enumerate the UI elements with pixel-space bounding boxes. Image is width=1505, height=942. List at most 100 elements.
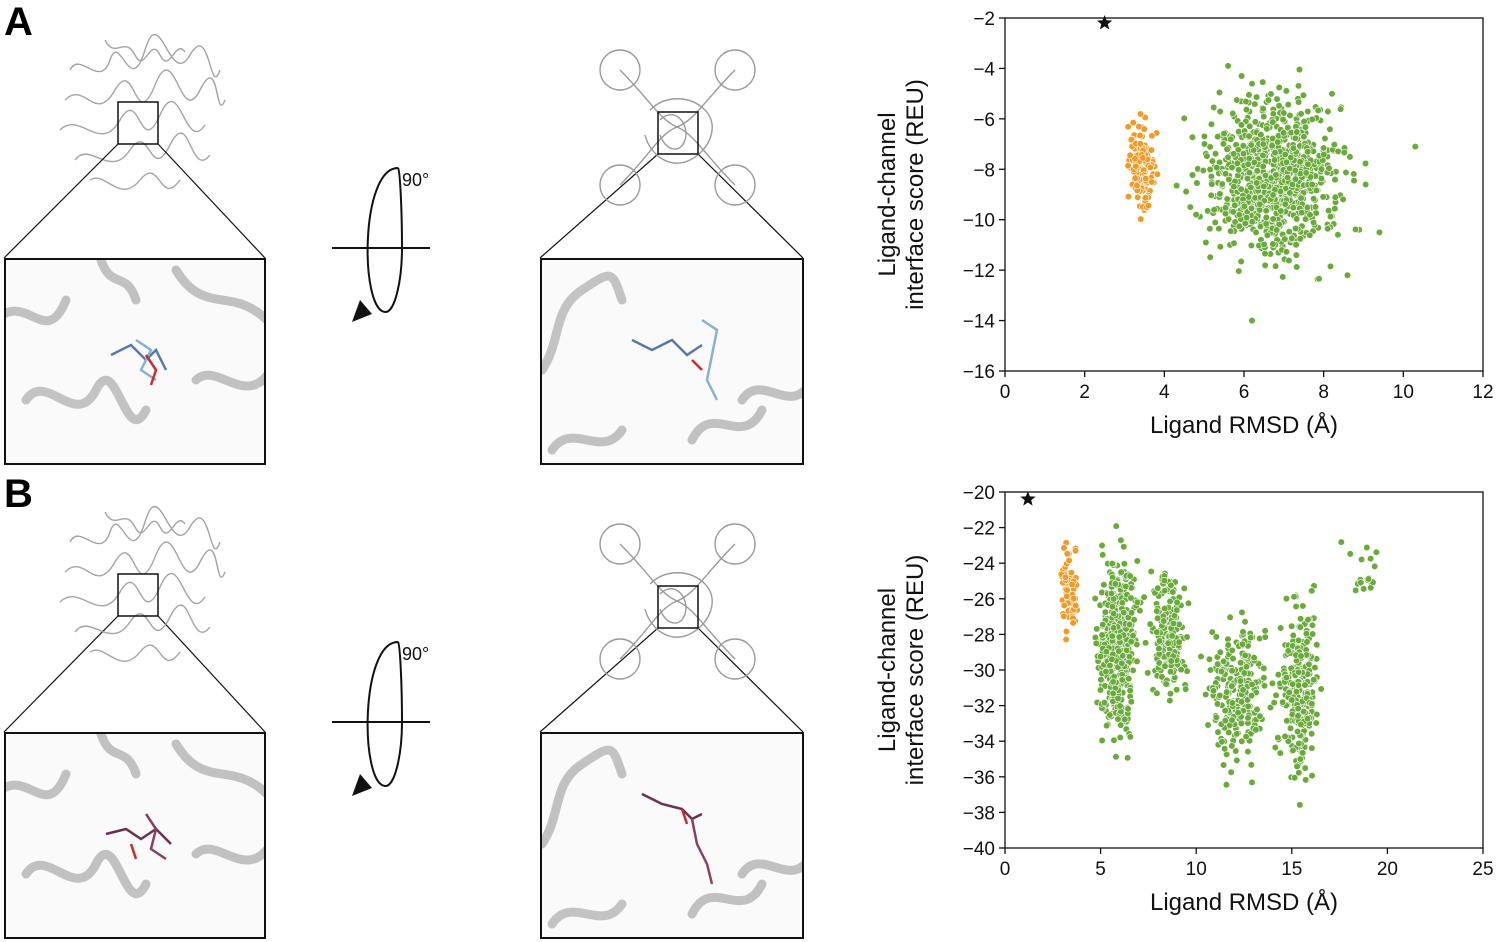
- y-tick-label: −34: [963, 732, 996, 753]
- scatter-point-green: [1308, 115, 1316, 124]
- scatter-point-green: [1096, 653, 1105, 661]
- scatter-point-green: [1308, 700, 1316, 708]
- scatter-point-green: [1351, 225, 1360, 234]
- scatter-point-green: [1237, 698, 1246, 706]
- scatter-point-green: [1291, 774, 1299, 782]
- scatter-point-green: [1091, 633, 1100, 642]
- y-tick-label: −6: [973, 110, 995, 131]
- scatter-point-green: [1280, 109, 1288, 117]
- scatter-point-green: [1124, 705, 1132, 713]
- scatter-point-green: [1282, 594, 1291, 603]
- scatter-point-green: [1314, 106, 1322, 114]
- scatter-point-green: [1250, 654, 1258, 662]
- scatter-point-orange: [1134, 193, 1142, 201]
- x-tick-label: 6: [1239, 382, 1250, 403]
- scatter-point-green: [1217, 667, 1226, 675]
- y-tick-label: −30: [963, 661, 995, 682]
- scatter-point-orange: [1124, 193, 1133, 201]
- scatter-point-green: [1098, 541, 1106, 550]
- scatter-point-green: [1112, 753, 1120, 761]
- scatter-point-green: [1282, 158, 1291, 166]
- scatter-point-green: [1233, 730, 1241, 738]
- scatter-point-green: [1294, 712, 1302, 720]
- scatter-point-green: [1330, 141, 1338, 149]
- scatter-point-green: [1290, 593, 1298, 601]
- scatter-point-green: [1235, 267, 1243, 275]
- scatter-point-green: [1286, 724, 1295, 732]
- scatter-point-green: [1229, 208, 1237, 216]
- scatter-point-green: [1240, 669, 1249, 677]
- scatter-point-green: [1286, 111, 1294, 120]
- scatter-point-orange: [1153, 170, 1161, 178]
- scatter-point-green: [1288, 622, 1296, 630]
- scatter-point-green: [1108, 655, 1116, 663]
- rotation-arrow-icon-a: [332, 167, 430, 322]
- scatter-point-green: [1108, 559, 1116, 568]
- scatter-point-green: [1256, 712, 1264, 720]
- scatter-point-green: [1228, 742, 1236, 750]
- scatter-point-green: [1268, 142, 1276, 150]
- binding-site-zoom-b-left: [4, 732, 266, 939]
- scatter-point-green: [1303, 203, 1312, 211]
- scatter-point-green: [1272, 262, 1280, 270]
- scatter-point-green: [1226, 613, 1234, 621]
- scatter-point-green: [1240, 202, 1249, 210]
- scatter-point-green: [1362, 180, 1370, 189]
- scatter-point-green: [1242, 213, 1251, 222]
- scatter-point-green: [1188, 133, 1197, 141]
- scatter-point-green: [1273, 226, 1281, 234]
- scatter-point-green: [1247, 692, 1256, 700]
- scatter-point-green: [1236, 677, 1245, 685]
- scatter-point-green: [1144, 669, 1152, 677]
- scatter-point-green: [1250, 158, 1258, 167]
- scatter-point-green: [1160, 617, 1168, 625]
- scatter-point-green: [1214, 728, 1222, 736]
- scatter-point-green: [1155, 645, 1163, 653]
- scatter-point-green: [1161, 604, 1169, 613]
- scatter-point-green: [1114, 715, 1122, 723]
- scatter-point-green: [1248, 316, 1256, 325]
- scatter-point-green: [1218, 738, 1226, 746]
- svg-text:Ligand-channel: Ligand-channel: [874, 588, 901, 752]
- scatter-point-green: [1098, 588, 1106, 597]
- scatter-point-green: [1125, 675, 1133, 683]
- scatter-point-orange: [1133, 181, 1141, 190]
- scatter-point-green: [1212, 713, 1220, 722]
- scatter-point-green: [1169, 588, 1177, 596]
- x-tick-label: 4: [1159, 382, 1170, 403]
- scatter-point-green: [1296, 623, 1304, 631]
- scatter-point-green: [1261, 633, 1269, 641]
- scatter-point-orange: [1124, 123, 1132, 131]
- scatter-point-green: [1260, 674, 1268, 682]
- scatter-point-green: [1304, 148, 1312, 156]
- scatter-point-green: [1211, 218, 1219, 227]
- scatter-point-green: [1284, 101, 1292, 109]
- scatter-point-green: [1319, 193, 1327, 201]
- scatter-point-green: [1162, 680, 1170, 688]
- scatter-point-green: [1209, 687, 1218, 695]
- y-tick-label: −10: [963, 211, 995, 232]
- scatter-point-green: [1161, 662, 1169, 670]
- x-tick-label: 15: [1281, 859, 1302, 880]
- scatter-point-green: [1237, 719, 1246, 728]
- scatter-point-orange: [1065, 556, 1073, 565]
- scatter-point-green: [1120, 560, 1128, 568]
- scatter-point-green: [1306, 211, 1314, 219]
- scatter-point-green: [1140, 593, 1148, 601]
- scatter-point-green: [1308, 630, 1317, 638]
- scatter-point-green: [1256, 200, 1264, 208]
- y-tick-label: −28: [963, 625, 995, 646]
- scatter-point-green: [1186, 203, 1194, 211]
- scatter-point-green: [1300, 133, 1308, 141]
- scatter-point-green: [1100, 698, 1109, 707]
- scatter-point-green: [1128, 609, 1136, 617]
- scatter-point-green: [1167, 657, 1175, 665]
- scatter-point-green: [1206, 225, 1214, 233]
- scatter-point-green: [1267, 90, 1275, 98]
- scatter-chart-a: 0 2 4 6 8 10 12 −16 −14 −12 −10 −8 −6 −4 −2 Ligand RMSD…: [874, 9, 1494, 439]
- scatter-point-green: [1237, 121, 1245, 129]
- scatter-point-green: [1102, 668, 1110, 676]
- scatter-point-green: [1099, 551, 1107, 559]
- scatter-point-green: [1313, 710, 1321, 719]
- scatter-point-green: [1219, 761, 1228, 769]
